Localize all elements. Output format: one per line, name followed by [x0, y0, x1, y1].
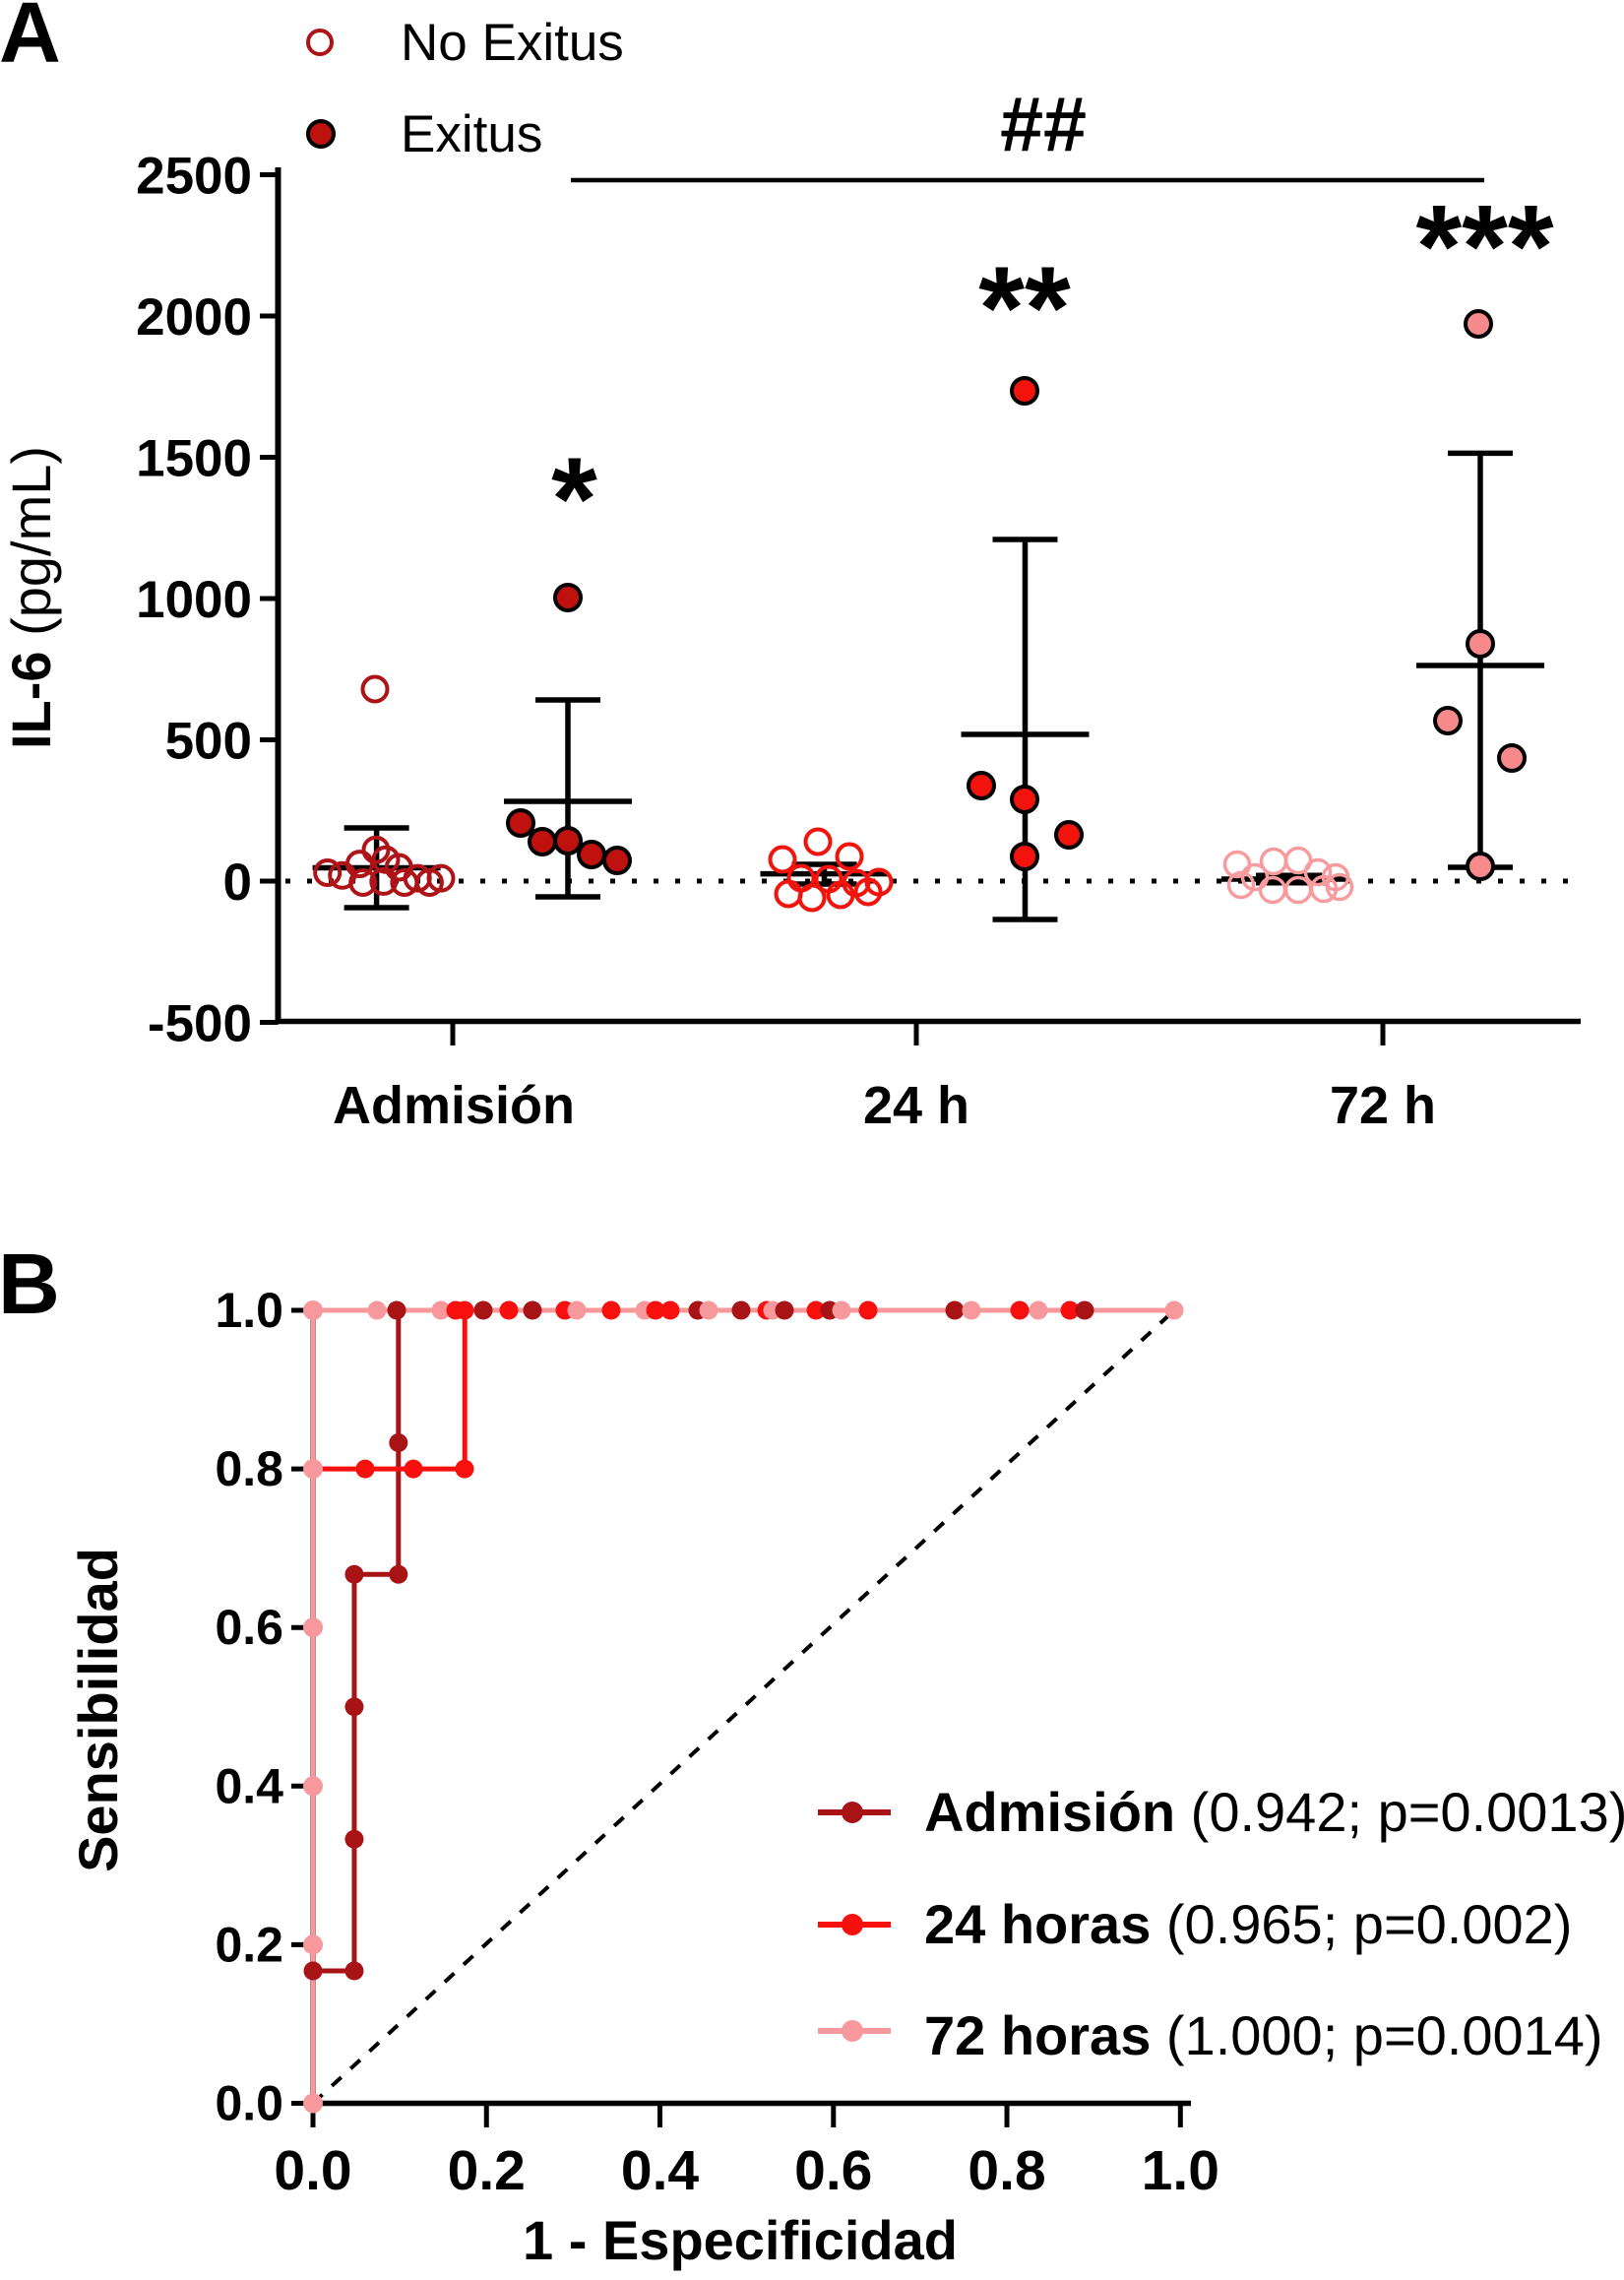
- svg-text:0.0: 0.0: [215, 2076, 283, 2131]
- svg-text:IL-6 (pg/mL): IL-6 (pg/mL): [0, 446, 62, 749]
- svg-text:A: A: [0, 0, 61, 81]
- svg-text:1.0: 1.0: [1142, 2139, 1219, 2202]
- svg-text:0.2: 0.2: [215, 1917, 283, 1972]
- svg-text:##: ##: [1000, 80, 1087, 167]
- svg-text:Sensibilidad: Sensibilidad: [67, 1548, 129, 1872]
- svg-text:0: 0: [223, 854, 252, 912]
- svg-text:24 h: 24 h: [863, 1076, 969, 1135]
- svg-text:0.6: 0.6: [794, 2139, 872, 2202]
- svg-text:1000: 1000: [136, 571, 252, 629]
- svg-text:B: B: [0, 1236, 60, 1332]
- svg-text:**: **: [978, 242, 1071, 374]
- svg-text:1.0: 1.0: [215, 1283, 283, 1338]
- svg-text:0.8: 0.8: [215, 1441, 283, 1496]
- svg-text:0.8: 0.8: [968, 2139, 1045, 2202]
- svg-text:72 h: 72 h: [1330, 1076, 1436, 1135]
- svg-text:72 horas (1.000; p=0.0014): 72 horas (1.000; p=0.0014): [924, 2004, 1603, 2066]
- svg-text:2500: 2500: [136, 148, 252, 206]
- svg-text:Admisión: Admisión: [333, 1076, 575, 1135]
- svg-text:1500: 1500: [136, 430, 252, 488]
- svg-text:0.0: 0.0: [274, 2139, 351, 2202]
- svg-text:1 - Especificidad: 1 - Especificidad: [523, 2209, 958, 2271]
- svg-text:***: ***: [1415, 181, 1553, 313]
- svg-text:0.6: 0.6: [215, 1600, 283, 1655]
- svg-text:24 horas (0.965; p=0.002): 24 horas (0.965; p=0.002): [924, 1893, 1572, 1955]
- svg-text:500: 500: [165, 713, 252, 771]
- svg-text:No Exitus: No Exitus: [401, 14, 624, 72]
- svg-text:-500: -500: [148, 995, 252, 1053]
- svg-text:0.4: 0.4: [215, 1758, 283, 1813]
- svg-text:0.4: 0.4: [621, 2139, 700, 2202]
- svg-text:Admisión (0.942; p=0.0013): Admisión (0.942; p=0.0013): [924, 1781, 1624, 1843]
- svg-text:Exitus: Exitus: [401, 105, 542, 163]
- svg-text:0.2: 0.2: [448, 2139, 526, 2202]
- svg-text:2000: 2000: [136, 288, 252, 347]
- svg-text:*: *: [551, 433, 597, 565]
